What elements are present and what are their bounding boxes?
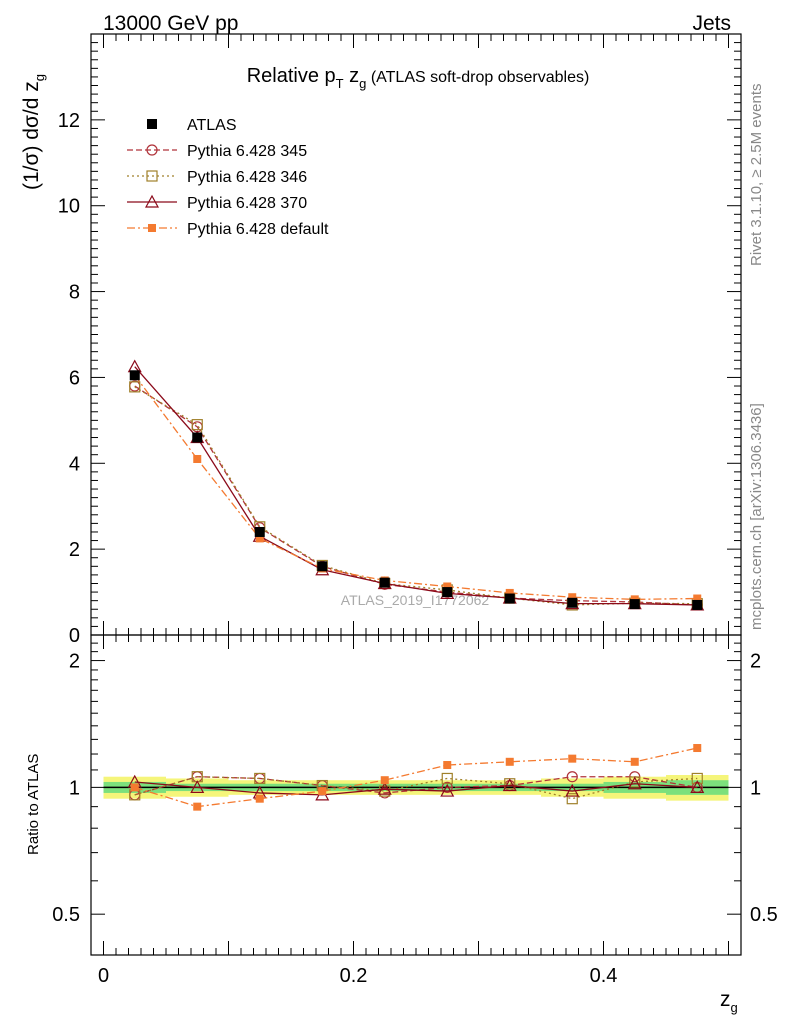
point-data — [317, 561, 328, 572]
point-data — [379, 577, 390, 588]
ratio-y-tick-label-right: 0.5 — [750, 904, 778, 926]
point-data — [692, 599, 703, 610]
legend-label-p345: Pythia 6.428 345 — [187, 143, 307, 160]
y-tick-label: 10 — [58, 196, 80, 218]
x-tick-label: 0.2 — [340, 965, 368, 987]
ratio-point-p370 — [190, 780, 205, 793]
point-data — [192, 432, 203, 443]
ratio-point-p345 — [566, 771, 578, 783]
ratio-point-p370 — [440, 783, 455, 797]
process-label: Jets — [692, 12, 731, 35]
legend-label-p346: Pythia 6.428 346 — [187, 169, 307, 186]
point-p346 — [191, 419, 203, 431]
legend-marker-p370 — [144, 194, 160, 208]
ratio-point-pdefault — [318, 787, 327, 796]
point-data — [129, 370, 140, 381]
ratio-y-tick-label: 2 — [69, 651, 80, 673]
ratio-y-tick-label-right: 2 — [750, 651, 761, 673]
x-axis-label: zg — [720, 988, 738, 1015]
series-line-p370 — [134, 366, 698, 606]
point-pdefault — [193, 454, 202, 463]
series-line-p345 — [134, 385, 698, 606]
point-data — [254, 526, 265, 537]
ratio-point-p370 — [627, 776, 642, 790]
ratio-y-tick-label: 1 — [69, 777, 80, 799]
ratio-point-p346 — [441, 772, 453, 785]
ratio-line-p346 — [134, 776, 698, 800]
ratio-y-tick-label-right: 1 — [750, 777, 761, 799]
ratio-point-pdefault — [130, 783, 139, 792]
ratio-point-p346 — [379, 785, 391, 797]
point-pdefault — [443, 582, 452, 591]
ratio-point-p346 — [691, 772, 703, 785]
ratio-series — [127, 744, 705, 811]
ratio-point-pdefault — [505, 757, 514, 766]
point-pdefault — [568, 593, 577, 602]
ratio-point-p370 — [377, 781, 392, 795]
legend: ATLAS Pythia 6.428 345 Pythia 6.428 346 Pyt… — [127, 117, 329, 238]
y-axis-label-ratio: Ratio to ATLAS — [25, 754, 42, 855]
y-tick-label: 4 — [69, 453, 80, 475]
x-tick-label: 0.4 — [590, 965, 618, 987]
ratio-line-p370 — [134, 781, 698, 796]
point-pdefault — [255, 534, 264, 543]
point-data — [504, 593, 515, 604]
y-tick-label: 12 — [58, 110, 80, 132]
ratio-point-p345 — [441, 781, 453, 793]
axis-ticks — [91, 33, 741, 956]
rivet-info: Rivet 3.1.10, ≥ 2.5M events — [748, 84, 765, 267]
ratio-y-tick-label: 0.5 — [52, 904, 80, 926]
series-line-p346 — [134, 386, 698, 606]
energy-label: 13000 GeV pp — [103, 12, 238, 35]
ratio-point-pdefault — [193, 802, 202, 811]
y-tick-label: 0 — [69, 625, 80, 647]
ratio-point-p370 — [565, 783, 580, 797]
point-pdefault — [505, 588, 514, 597]
legend-label-data: ATLAS — [187, 117, 237, 134]
point-data — [567, 597, 578, 608]
legend-label-pdefault: Pythia 6.428 default — [187, 221, 329, 238]
series-line-pdefault — [134, 374, 698, 601]
legend-marker-pdefault — [148, 224, 156, 232]
ratio-point-pdefault — [380, 776, 389, 785]
ratio-point-pdefault — [255, 794, 264, 803]
ratio-point-pdefault — [568, 754, 577, 763]
y-tick-label: 6 — [69, 367, 80, 389]
y-tick-label: 8 — [69, 282, 80, 304]
y-tick-label: 2 — [69, 539, 80, 561]
ratio-point-p370 — [690, 780, 705, 793]
ratio-point-pdefault — [693, 744, 702, 753]
point-p346 — [129, 381, 141, 393]
ratio-point-pdefault — [443, 761, 452, 770]
point-data — [629, 599, 640, 610]
legend-marker-p346 — [146, 170, 158, 182]
point-pdefault — [693, 594, 702, 603]
y-axis-label-main: (1/σ) dσ/d zg — [20, 74, 47, 190]
ratio-point-pdefault — [630, 757, 639, 766]
point-data — [442, 587, 453, 598]
ratio-point-p346 — [566, 793, 578, 805]
plot-title: Relative pT zg (ATLAS soft-drop observab… — [247, 65, 590, 91]
legend-marker-p345 — [146, 144, 158, 156]
ratio-point-p346 — [254, 772, 266, 785]
legend-label-p370: Pythia 6.428 370 — [187, 195, 307, 212]
point-p370 — [127, 359, 142, 373]
mcplots-info: mcplots.cern.ch [arXiv:1306.3436] — [748, 403, 765, 630]
x-tick-label: 0 — [98, 965, 109, 987]
legend-marker-data — [147, 119, 157, 129]
ratio-line-pdefault — [134, 747, 698, 808]
main-series — [127, 359, 705, 611]
ratio-point-p370 — [502, 778, 517, 792]
